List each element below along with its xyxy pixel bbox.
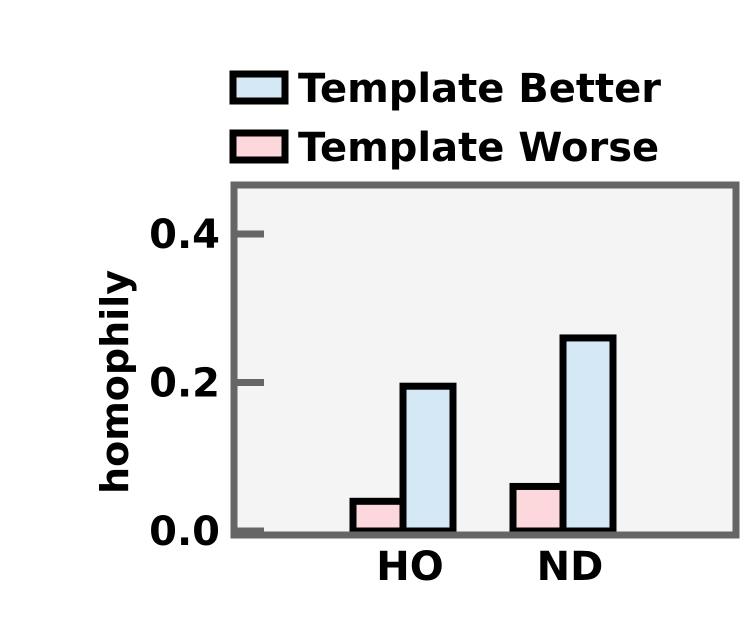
x-axis: HO ND: [376, 544, 603, 590]
x-tick-label: ND: [537, 544, 604, 590]
y-axis-label: homophily: [93, 270, 137, 494]
legend-label: Template Worse: [298, 125, 659, 171]
y-tick-label: 0.4: [149, 212, 220, 258]
bar-template-better-nd: [559, 334, 617, 535]
bar-template-better-ho: [399, 382, 457, 535]
x-tick-label: HO: [376, 544, 443, 590]
legend-swatch: [229, 129, 289, 164]
legend: Template Better Template Worse: [229, 66, 661, 171]
y-axis: 0.0 0.2 0.4: [149, 212, 264, 555]
bar-template-worse-ho: [349, 497, 407, 535]
plot-area: [234, 185, 736, 535]
y-tick-label: 0.2: [149, 361, 220, 407]
y-tick-label: 0.0: [149, 509, 220, 555]
legend-swatch: [229, 70, 289, 105]
bars-group: [349, 334, 617, 535]
bar-template-worse-nd: [509, 482, 567, 535]
legend-label: Template Better: [298, 66, 661, 112]
plot-frame: [230, 181, 740, 539]
